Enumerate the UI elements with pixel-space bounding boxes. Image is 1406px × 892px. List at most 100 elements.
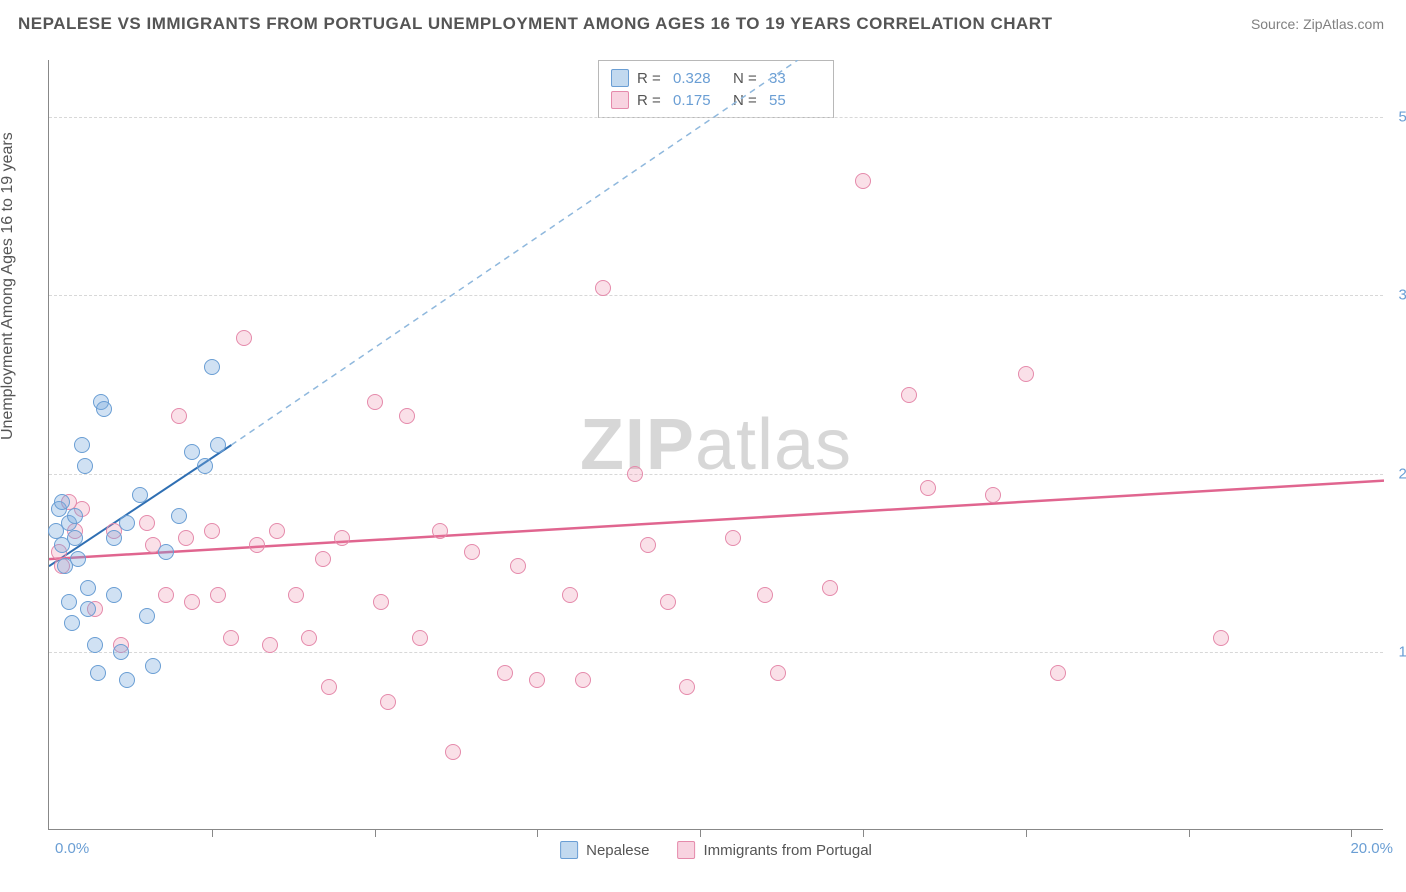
data-point [204,359,220,375]
data-point [432,523,448,539]
data-point [770,665,786,681]
y-axis-label: Unemployment Among Ages 16 to 19 years [0,132,17,440]
legend-label-nepalese: Nepalese [586,842,649,859]
r-value-blue: 0.328 [673,70,725,87]
data-point [679,679,695,695]
data-point [61,594,77,610]
y-tick-label: 37.5% [1398,287,1406,304]
x-axis-min-label: 0.0% [55,840,89,857]
data-point [529,672,545,688]
data-point [119,672,135,688]
data-point [510,558,526,574]
data-point [1018,366,1034,382]
data-point [367,394,383,410]
x-tick [537,829,538,837]
data-point [197,458,213,474]
data-point [445,744,461,760]
data-point [87,637,103,653]
x-tick [700,829,701,837]
legend-row-pink: R = 0.175 N = 55 [611,89,821,111]
n-value-pink: 55 [769,92,821,109]
data-point [236,330,252,346]
data-point [249,537,265,553]
plot-area: ZIPatlas R = 0.328 N = 33 R = 0.175 N = … [48,60,1383,830]
data-point [171,508,187,524]
data-point [301,630,317,646]
legend-correlation: R = 0.328 N = 33 R = 0.175 N = 55 [598,60,834,118]
trend-lines [49,60,1384,830]
data-point [178,530,194,546]
legend-series: Nepalese Immigrants from Portugal [560,841,872,859]
data-point [54,494,70,510]
y-tick-label: 12.5% [1398,643,1406,660]
data-point [96,401,112,417]
legend-row-blue: R = 0.328 N = 33 [611,67,821,89]
data-point [74,437,90,453]
n-label: N = [733,70,761,87]
data-point [562,587,578,603]
swatch-pink-icon [678,841,696,859]
data-point [210,587,226,603]
data-point [855,173,871,189]
data-point [334,530,350,546]
data-point [67,530,83,546]
x-axis-max-label: 20.0% [1350,840,1393,857]
data-point [210,437,226,453]
data-point [262,637,278,653]
data-point [380,694,396,710]
data-point [575,672,591,688]
data-point [1050,665,1066,681]
data-point [158,544,174,560]
data-point [288,587,304,603]
swatch-blue-icon [560,841,578,859]
legend-item-portugal: Immigrants from Portugal [678,841,872,859]
data-point [67,508,83,524]
swatch-blue-icon [611,69,629,87]
data-point [321,679,337,695]
data-point [139,608,155,624]
data-point [113,644,129,660]
chart-title: NEPALESE VS IMMIGRANTS FROM PORTUGAL UNE… [18,14,1052,34]
r-label: R = [637,70,665,87]
data-point [464,544,480,560]
data-point [64,615,80,631]
data-point [145,658,161,674]
data-point [901,387,917,403]
gridline-h [49,652,1383,653]
data-point [132,487,148,503]
n-label: N = [733,92,761,109]
data-point [985,487,1001,503]
legend-label-portugal: Immigrants from Portugal [704,842,872,859]
y-tick-label: 50.0% [1398,109,1406,126]
chart-container: NEPALESE VS IMMIGRANTS FROM PORTUGAL UNE… [0,0,1406,892]
data-point [77,458,93,474]
gridline-h [49,117,1383,118]
x-tick [1351,829,1352,837]
swatch-pink-icon [611,91,629,109]
data-point [757,587,773,603]
data-point [373,594,389,610]
x-tick [1189,829,1190,837]
data-point [171,408,187,424]
data-point [412,630,428,646]
x-tick [375,829,376,837]
data-point [204,523,220,539]
data-point [269,523,285,539]
data-point [80,580,96,596]
data-point [822,580,838,596]
watermark-atlas: atlas [695,405,852,485]
data-point [223,630,239,646]
data-point [399,408,415,424]
data-point [106,530,122,546]
data-point [497,665,513,681]
data-point [158,587,174,603]
source-label: Source: ZipAtlas.com [1251,16,1384,32]
data-point [119,515,135,531]
data-point [184,444,200,460]
data-point [106,587,122,603]
r-value-pink: 0.175 [673,92,725,109]
data-point [595,280,611,296]
data-point [184,594,200,610]
data-point [920,480,936,496]
data-point [80,601,96,617]
